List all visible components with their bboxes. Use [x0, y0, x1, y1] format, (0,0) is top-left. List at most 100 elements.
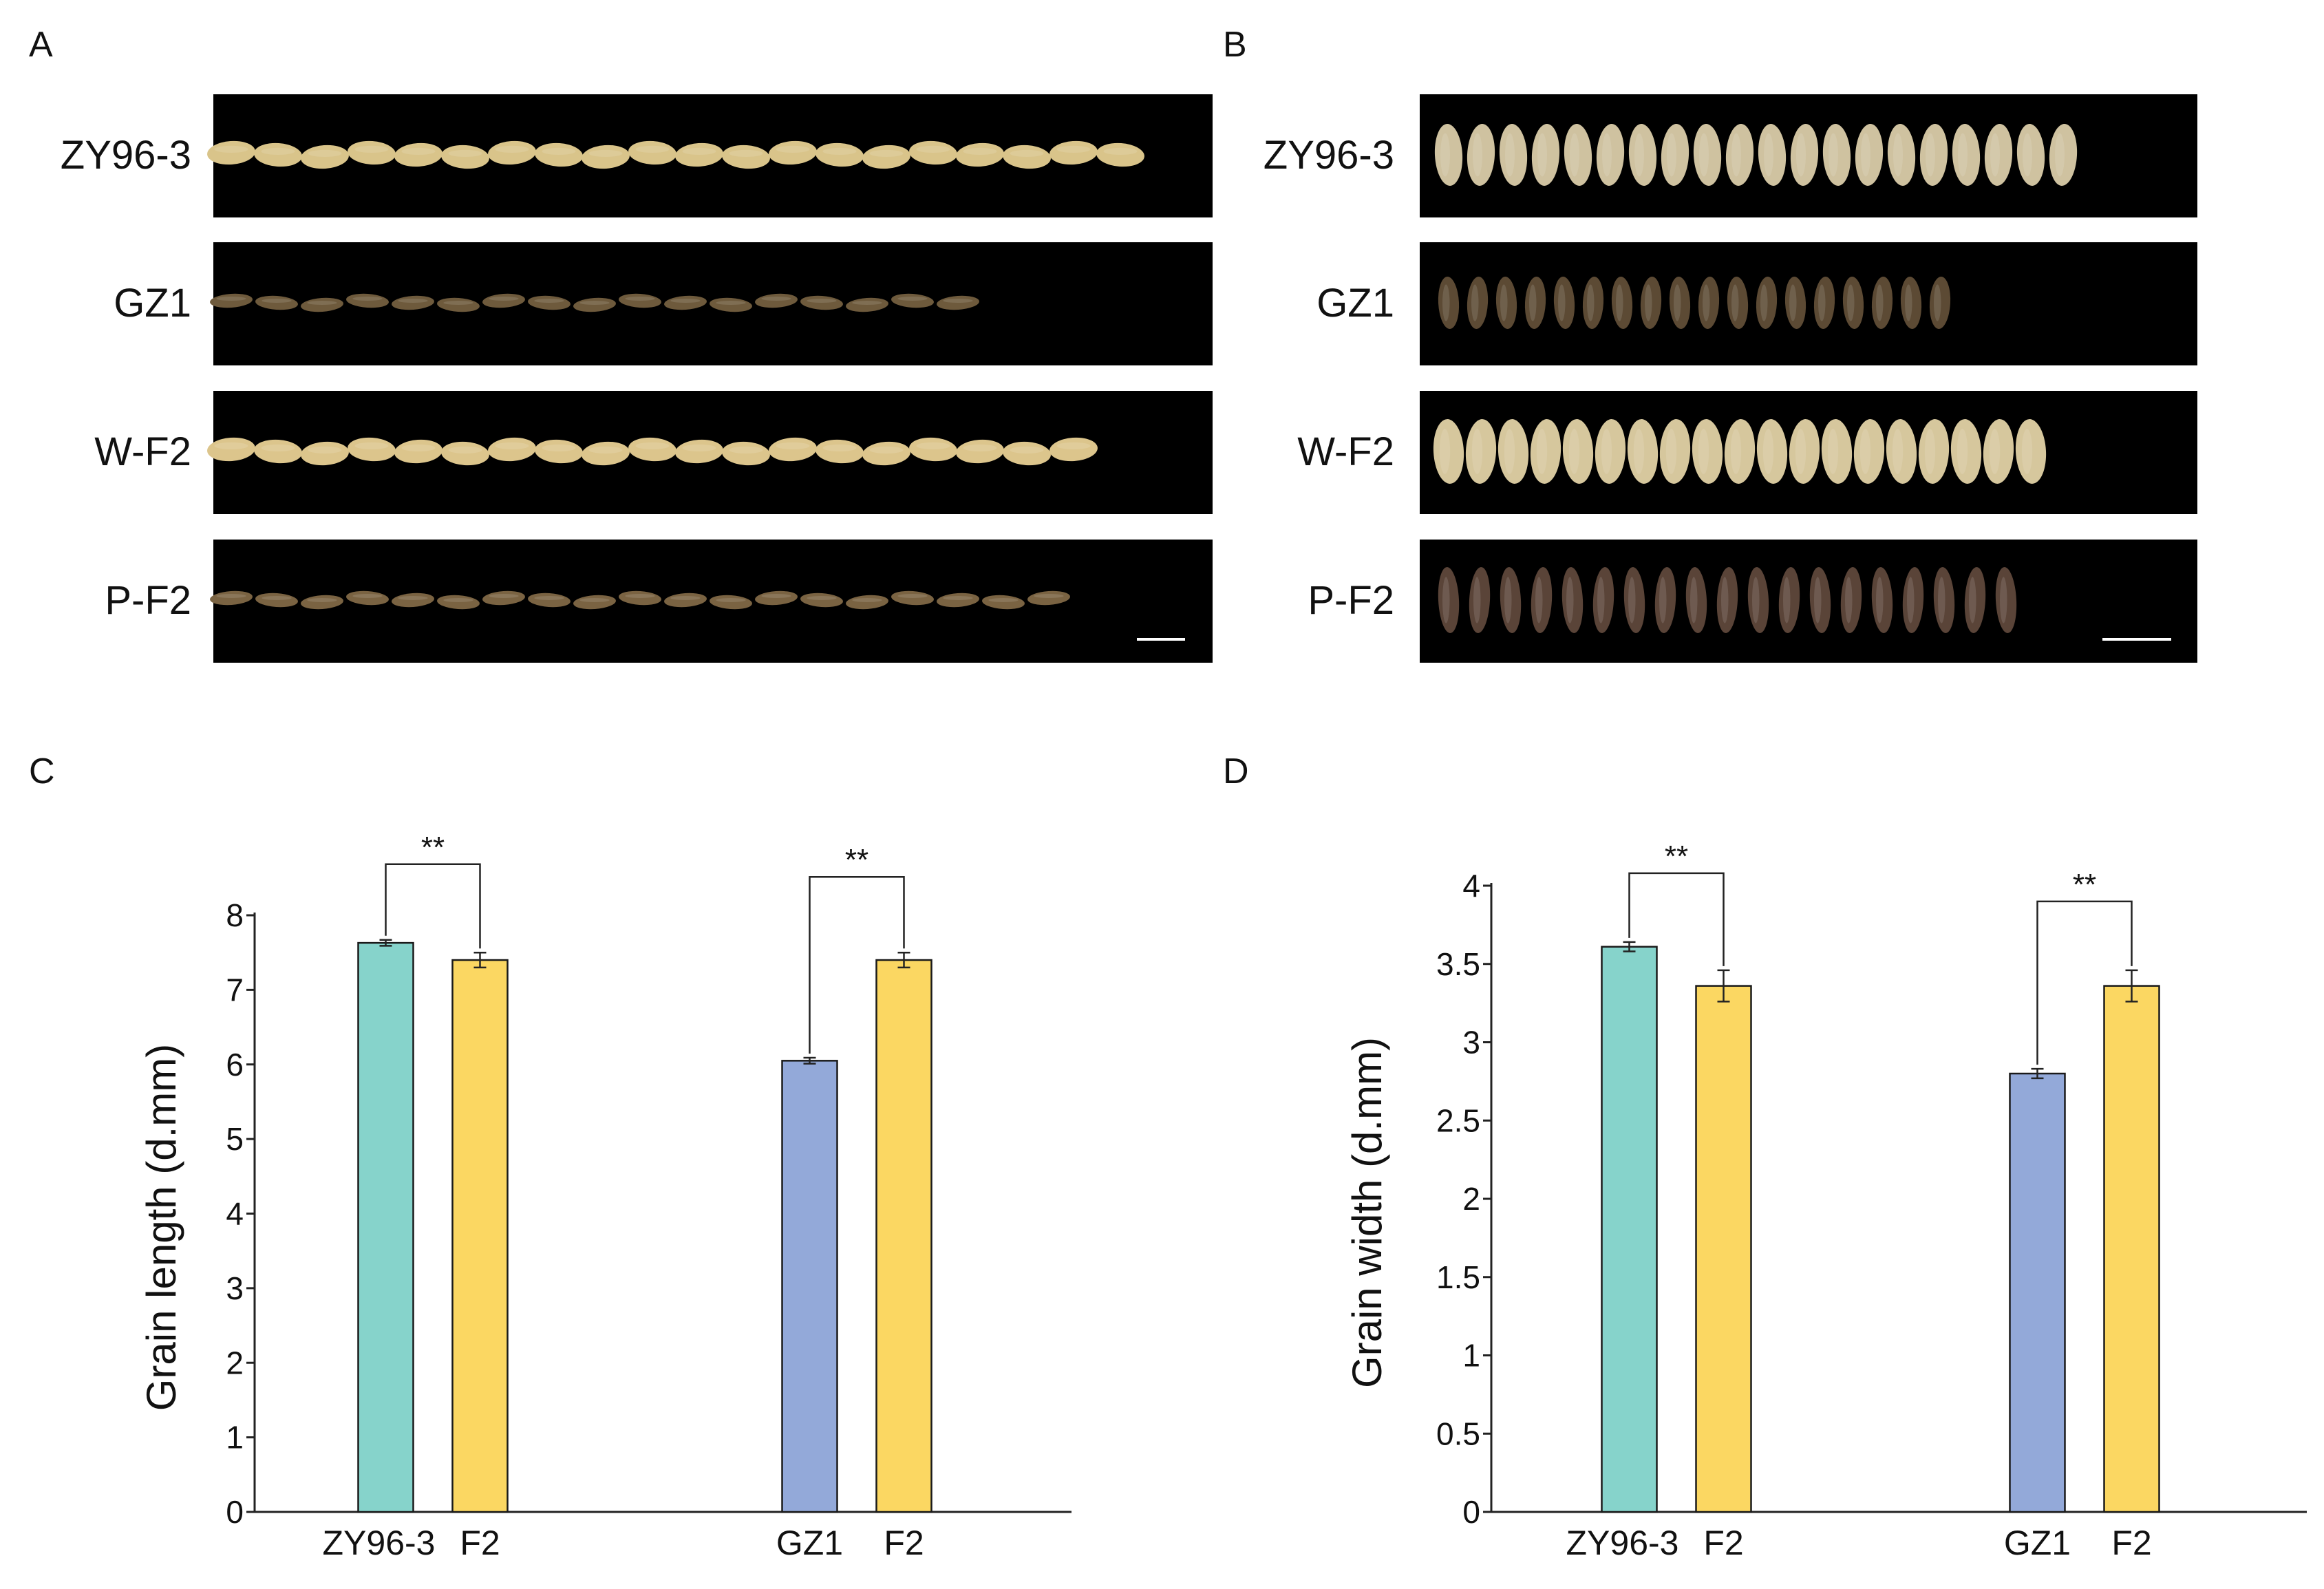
grain — [1049, 140, 1098, 165]
grain-highlight — [1893, 133, 1903, 177]
y-tick-label: 3.5 — [1436, 946, 1480, 982]
bar — [781, 1060, 838, 1513]
grain — [1789, 419, 1820, 484]
grain-highlight — [2023, 133, 2032, 177]
grain-highlight — [1056, 145, 1091, 153]
grain-highlight — [1731, 133, 1741, 177]
grain-highlight — [1690, 577, 1698, 623]
grain — [1724, 419, 1756, 484]
grain-highlight — [1442, 284, 1450, 321]
grain — [1623, 567, 1645, 633]
grain-highlight — [761, 297, 791, 301]
grain-highlight — [398, 596, 428, 600]
grain — [1027, 590, 1070, 606]
grain — [528, 295, 571, 310]
grain-highlight — [1845, 577, 1853, 623]
grain-highlight — [625, 594, 655, 598]
grain — [437, 297, 480, 312]
photo-row-a-1: GZ1 — [114, 242, 1213, 365]
grain — [1499, 124, 1528, 186]
grain — [1853, 419, 1885, 484]
grain-highlight — [761, 594, 791, 598]
bar — [2009, 1072, 2066, 1513]
y-tick-label: 7 — [226, 972, 244, 1007]
grain-highlight — [542, 147, 576, 155]
grain-highlight — [1558, 284, 1566, 321]
grain — [722, 145, 770, 169]
grain — [1469, 567, 1491, 633]
grain-highlight — [1667, 133, 1676, 177]
significance-label: ** — [845, 843, 868, 877]
grain-highlight — [1969, 577, 1976, 623]
grain-highlight — [534, 299, 564, 303]
grain — [815, 142, 864, 167]
grain — [937, 593, 979, 608]
grain — [1524, 277, 1546, 329]
grain-highlight — [489, 297, 519, 301]
grain-highlight — [776, 145, 810, 153]
grain-highlight — [216, 297, 246, 301]
grain-highlight — [963, 444, 997, 452]
grain-highlight — [1568, 429, 1580, 474]
grain-highlight — [262, 596, 292, 600]
grain — [210, 293, 253, 308]
grain — [488, 140, 536, 165]
grain — [394, 439, 443, 464]
grain — [482, 590, 525, 606]
grain — [1809, 567, 1831, 633]
grain — [348, 140, 396, 165]
panel-d: D 0 0.5 1 1.5 2 2.5 3 3.5 4 Grain width (d.mm) ZY9… — [1223, 751, 2307, 1562]
significance-label: ** — [1665, 840, 1688, 873]
grain — [301, 595, 343, 610]
grain-highlight — [943, 596, 973, 600]
grain — [1758, 124, 1787, 186]
grain — [1950, 419, 1982, 484]
grain-highlight — [1665, 429, 1677, 474]
grain-highlight — [1034, 594, 1064, 598]
grain — [1756, 277, 1778, 329]
grain-highlight — [897, 297, 928, 301]
grain-highlight — [716, 598, 746, 602]
grain-highlight — [448, 149, 482, 157]
grain-highlight — [216, 594, 246, 598]
grain — [619, 293, 661, 308]
grain — [1669, 277, 1691, 329]
row-label: P-F2 — [105, 578, 191, 623]
panel-b: B ZY96-3 GZ1 W-F2 P-F2 — [1223, 25, 2197, 663]
grain — [1756, 419, 1788, 484]
y-axis-title: Grain length (d.mm) — [138, 1044, 184, 1411]
grain-highlight — [495, 145, 529, 153]
grain-highlight — [1827, 429, 1839, 474]
y-tick-label: 2.5 — [1436, 1102, 1480, 1138]
grain-highlight — [1473, 133, 1482, 177]
grain-highlight — [1990, 133, 2000, 177]
grain — [909, 140, 957, 165]
grain-highlight — [729, 149, 763, 157]
grain — [348, 437, 396, 462]
photo-row-b-0: ZY96-3 — [1264, 94, 2197, 217]
grain-highlight — [1789, 284, 1797, 321]
grain — [1778, 567, 1800, 633]
grain — [1716, 567, 1738, 633]
x-category-label: GZ1 — [2004, 1524, 2071, 1562]
grain-highlight — [1103, 147, 1138, 155]
grain-highlight — [2021, 429, 2033, 474]
grain-highlight — [1989, 429, 2001, 474]
grain — [1919, 124, 1948, 186]
grain — [1842, 277, 1864, 329]
grain — [254, 439, 302, 464]
grain — [710, 297, 752, 312]
grain — [1727, 277, 1749, 329]
grain — [1840, 567, 1862, 633]
grain — [982, 595, 1025, 610]
grain — [441, 145, 489, 169]
grain — [1531, 124, 1560, 186]
x-category-label: F2 — [2111, 1524, 2151, 1562]
grain-highlight — [635, 442, 670, 450]
grain-highlight — [1752, 577, 1760, 623]
grain-highlight — [1762, 429, 1774, 474]
significance-label: ** — [421, 831, 445, 864]
grain — [1595, 419, 1626, 484]
grain-highlight — [807, 596, 837, 600]
